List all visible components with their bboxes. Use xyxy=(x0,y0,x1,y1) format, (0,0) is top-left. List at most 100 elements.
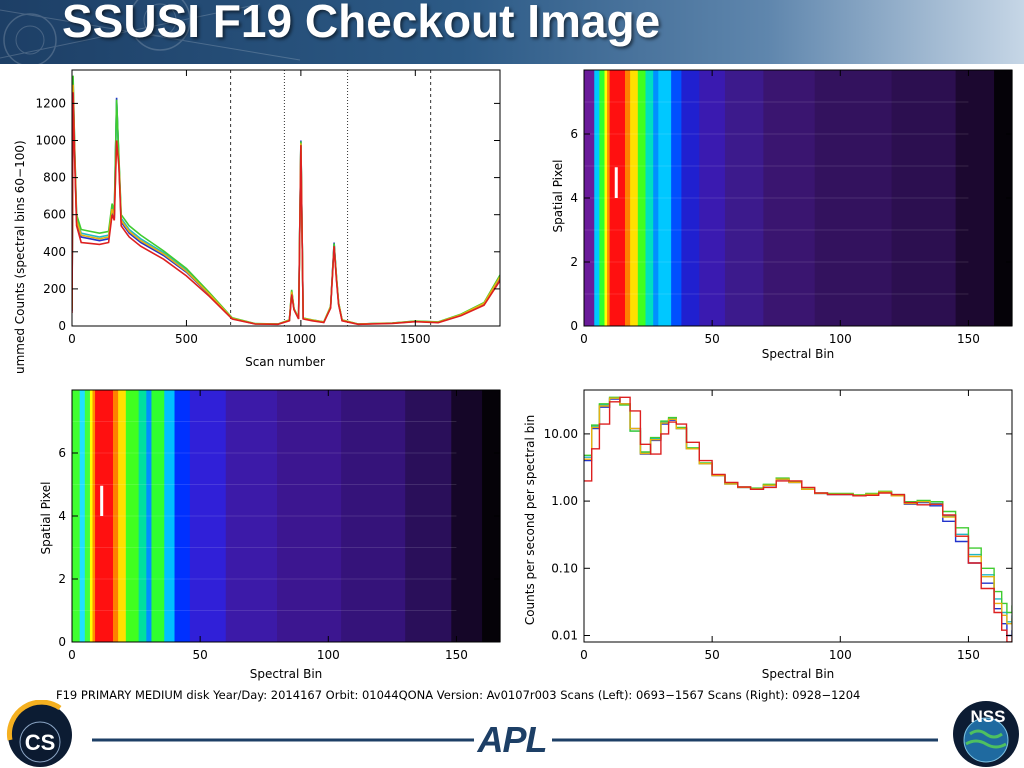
y-axis-label: Counts per second per spectral bin xyxy=(523,415,537,625)
plot-area: 0 50 100 150 0 2 4 6 xyxy=(570,69,1013,346)
nss-logo: NSS xyxy=(953,701,1019,767)
series-line xyxy=(72,75,500,325)
heatmap-band xyxy=(125,390,140,642)
y-tick-label: 2 xyxy=(58,572,66,586)
spectral-heatmap-top: 0 50 100 150 0 2 4 6 Spectral Bin Spatial Pixel xyxy=(551,69,1013,361)
heatmap-band xyxy=(79,390,86,642)
heatmap-band xyxy=(604,70,608,326)
series-line xyxy=(72,79,500,325)
x-tick-label: 150 xyxy=(957,648,980,662)
heatmap-band xyxy=(599,70,606,326)
x-tick-label: 0 xyxy=(68,648,76,662)
spectrum-line xyxy=(584,397,1012,623)
heatmap-band xyxy=(341,390,406,642)
spectrum-line xyxy=(584,396,1012,614)
x-tick-label: 150 xyxy=(957,332,980,346)
x-tick-label: 50 xyxy=(705,332,720,346)
heatmap-band xyxy=(607,70,611,326)
x-tick-label: 1500 xyxy=(400,332,431,346)
y-tick-label: 400 xyxy=(43,245,66,259)
x-axis-label: Spectral Bin xyxy=(250,667,323,681)
x-tick-label: 0 xyxy=(580,648,588,662)
plot-frame xyxy=(71,69,501,327)
heatmap-band xyxy=(658,70,672,326)
y-tick-label: 4 xyxy=(570,191,578,205)
heatmap-band xyxy=(637,70,647,326)
heatmap-band xyxy=(146,390,153,642)
heatmap-band xyxy=(164,390,176,642)
nss-logo-text: NSS xyxy=(971,707,1006,726)
x-tick-label: 500 xyxy=(175,332,198,346)
plot-frame xyxy=(583,389,1013,643)
y-axis-label: Spatial Pixel xyxy=(551,160,565,233)
y-axis-label: Summed Counts (spectral bins 60−100) xyxy=(13,140,27,374)
heatmap-band xyxy=(225,390,278,642)
page-title: SSUSI F19 Checkout Image xyxy=(62,0,661,47)
heatmap-band xyxy=(405,390,452,642)
x-tick-label: 50 xyxy=(705,648,720,662)
plot-area: 0 50 100 150 0.01 0.10 1.00 10.00 xyxy=(544,389,1013,662)
heatmap-band xyxy=(645,70,654,326)
heatmap-band xyxy=(92,390,96,642)
heatmap-band xyxy=(174,390,191,642)
x-tick-label: 0 xyxy=(580,332,588,346)
y-tick-label: 0.10 xyxy=(551,561,578,575)
spectrum-line xyxy=(584,396,1012,642)
y-tick-label: 0 xyxy=(58,319,66,333)
y-tick-label: 4 xyxy=(58,509,66,523)
heatmap-band xyxy=(814,70,893,326)
plot-frame xyxy=(583,69,1013,327)
x-tick-label: 150 xyxy=(445,648,468,662)
heatmap-band xyxy=(594,70,600,326)
cs-logo: CS xyxy=(6,700,72,767)
x-tick-label: 100 xyxy=(317,648,340,662)
data-caption: F19 PRIMARY MEDIUM disk Year/Day: 201416… xyxy=(56,688,861,702)
heatmap-band xyxy=(681,70,700,326)
x-axis-label: Spectral Bin xyxy=(762,347,835,361)
heatmap-band xyxy=(89,390,94,642)
heatmap-band xyxy=(95,390,114,642)
heatmap-band xyxy=(653,70,659,326)
y-tick-label: 0 xyxy=(570,319,578,333)
cs-logo-text: CS xyxy=(25,730,56,755)
heatmap-band xyxy=(113,390,119,642)
y-tick-label: 0.01 xyxy=(551,628,578,642)
heatmap-band xyxy=(277,390,342,642)
heatmap-band xyxy=(891,70,957,326)
scan-counts-chart: 0 500 1000 1500 0 200 400 600 800 1000 1200 Scan n… xyxy=(13,69,501,374)
y-tick-label: 200 xyxy=(43,282,66,296)
plot-area: 0 50 100 150 0 2 4 6 xyxy=(58,389,501,662)
y-tick-label: 2 xyxy=(570,255,578,269)
x-axis-label: Spectral Bin xyxy=(762,667,835,681)
apl-logo: APL xyxy=(477,719,547,760)
heatmap-band xyxy=(151,390,165,642)
heatmap-band xyxy=(118,390,127,642)
heatmap-band xyxy=(724,70,765,326)
heatmap-band xyxy=(955,70,995,326)
heatmap-band xyxy=(630,70,639,326)
heatmap-band xyxy=(138,390,147,642)
heatmap-band xyxy=(84,390,91,642)
y-tick-label: 10.00 xyxy=(544,427,578,441)
heatmap-band xyxy=(763,70,816,326)
x-tick-label: 100 xyxy=(829,332,852,346)
hot-pixel-mark xyxy=(614,167,618,198)
x-tick-label: 0 xyxy=(68,332,76,346)
y-tick-label: 1200 xyxy=(35,96,66,110)
x-tick-label: 50 xyxy=(193,648,208,662)
series-line xyxy=(72,92,500,326)
y-tick-label: 1.00 xyxy=(551,494,578,508)
plot-frame xyxy=(71,389,501,643)
y-tick-label: 600 xyxy=(43,208,66,222)
heatmap-band xyxy=(451,390,483,642)
y-tick-label: 6 xyxy=(570,127,578,141)
x-tick-label: 100 xyxy=(829,648,852,662)
y-tick-label: 1000 xyxy=(35,133,66,147)
y-axis-label: Spatial Pixel xyxy=(39,482,53,555)
plot-area: 0 500 1000 1500 0 200 400 600 800 1000 1200 xyxy=(35,69,501,346)
spectral-heatmap-bottom: 0 50 100 150 0 2 4 6 Spectral Bin Spatial Pixel xyxy=(39,389,501,681)
title-banner: SSUSI F19 Checkout Image xyxy=(0,0,1024,64)
y-tick-label: 6 xyxy=(58,446,66,460)
series-line xyxy=(72,84,500,325)
